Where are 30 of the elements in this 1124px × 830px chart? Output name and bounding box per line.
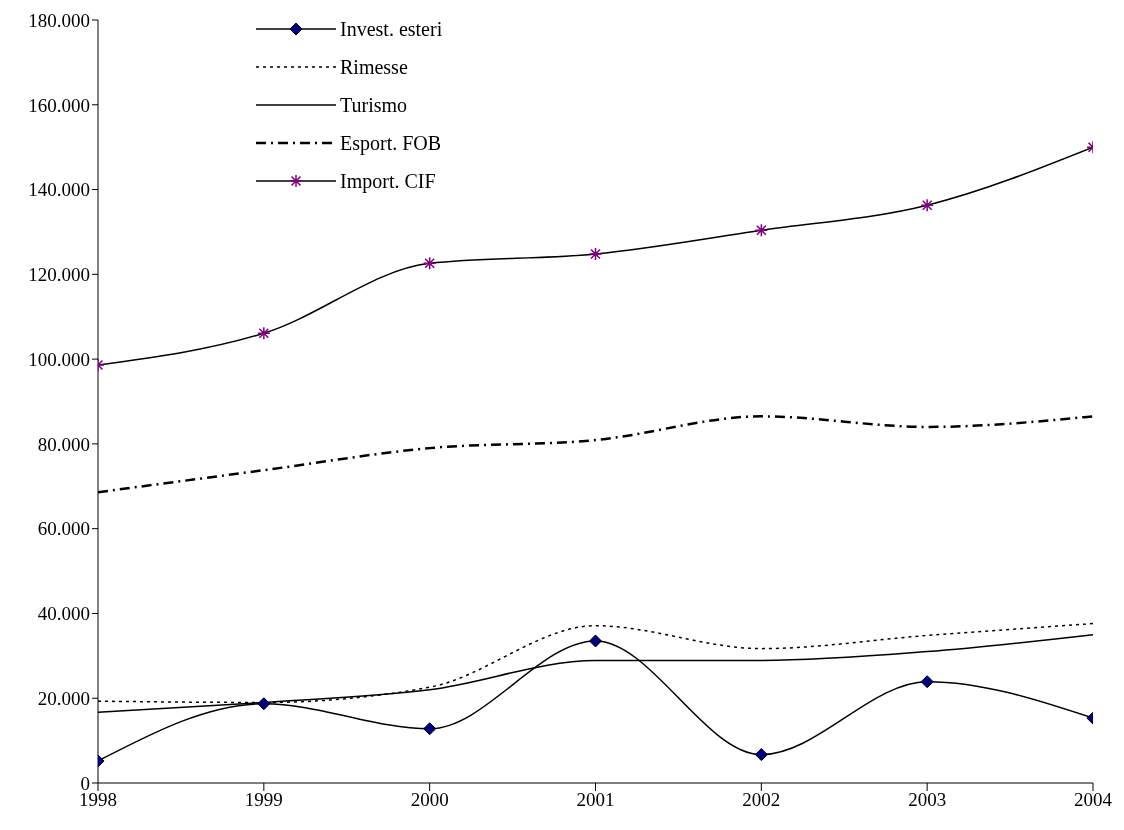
y-tick-label: 80.000	[37, 433, 90, 455]
y-tick-label: 180.000	[28, 9, 90, 31]
point	[754, 223, 769, 237]
point	[920, 198, 934, 212]
x-tick-label: 2002	[742, 789, 781, 811]
legend-label: Esport. FOB	[340, 131, 442, 155]
y-tick-label: 40.000	[37, 603, 90, 625]
point	[423, 722, 437, 736]
point	[257, 697, 271, 711]
legend-label: Invest. esteri	[340, 17, 443, 41]
x-tick-label: 2003	[908, 789, 947, 811]
y-tick-label: 120.000	[28, 264, 90, 286]
point	[754, 748, 768, 762]
y-tick-label: 20.000	[37, 687, 90, 709]
point	[257, 326, 271, 340]
x-tick-label: 1999	[244, 789, 283, 811]
x-tick-label: 2004	[1074, 789, 1113, 811]
point	[920, 675, 934, 689]
y-tick-label: 60.000	[37, 518, 90, 540]
point	[589, 634, 602, 648]
x-tick-label: 2000	[410, 789, 449, 811]
legend-label: Rimesse	[340, 55, 408, 79]
point	[422, 256, 437, 271]
y-tick-label: 100.000	[28, 348, 90, 370]
point	[588, 247, 603, 261]
y-tick-label: 140.000	[28, 179, 90, 201]
legend-label: Turismo	[340, 93, 408, 117]
x-tick-label: 2001	[576, 789, 615, 811]
y-tick-label: 160.000	[28, 94, 90, 116]
legend-label: Import. CIF	[340, 169, 436, 193]
